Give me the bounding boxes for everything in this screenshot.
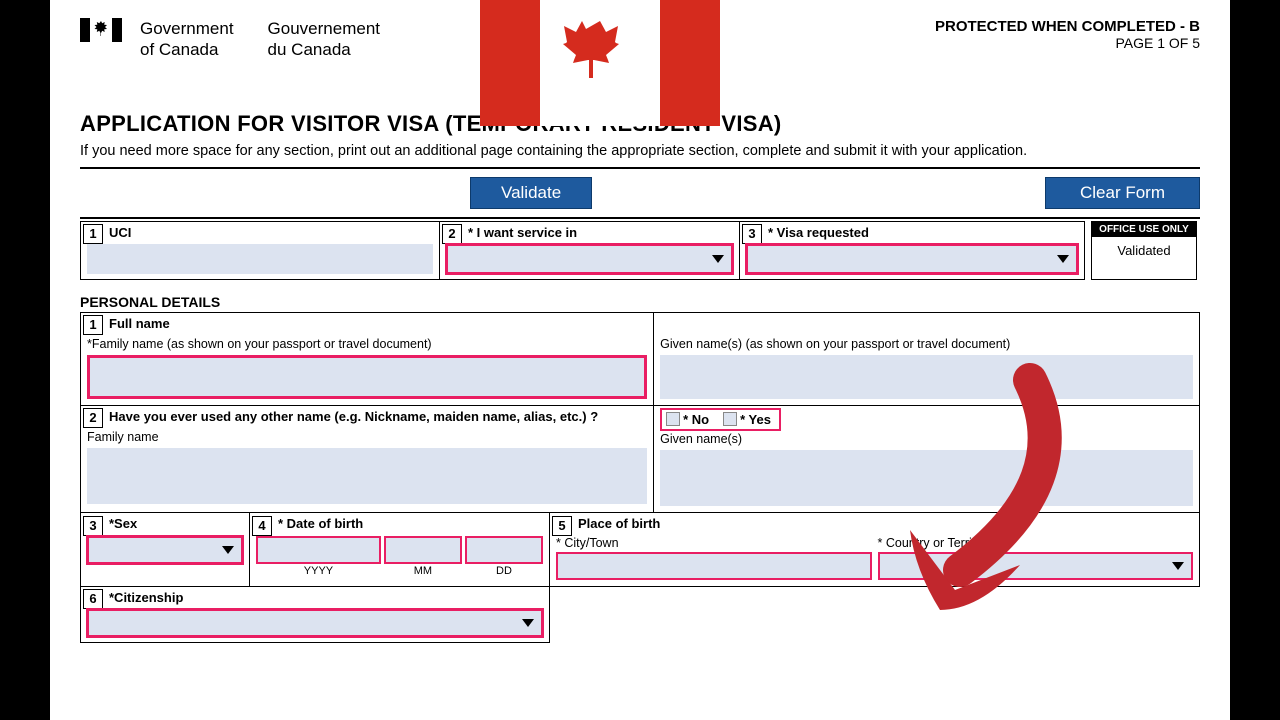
fullname-label: Full name bbox=[103, 313, 170, 334]
service-cell: 2 * I want service in bbox=[440, 221, 740, 280]
other-given-name-input[interactable] bbox=[660, 450, 1193, 506]
visa-cell: 3 * Visa requested bbox=[740, 221, 1085, 280]
pob-label: Place of birth bbox=[572, 513, 660, 534]
government-wordmark: Government of Canada Gouvernement du Can… bbox=[80, 18, 380, 61]
dob-day-input[interactable] bbox=[465, 536, 543, 564]
sex-label: *Sex bbox=[103, 513, 137, 534]
visa-dropdown[interactable] bbox=[746, 244, 1078, 274]
yyyy-label: YYYY bbox=[256, 565, 381, 577]
row-sex-dob-pob: 3 *Sex 4 * Date of birth YYYY MM bbox=[80, 513, 1200, 587]
family-name-input[interactable] bbox=[87, 355, 647, 399]
citizenship-cell: 6 *Citizenship bbox=[80, 587, 550, 643]
field-number: 4 bbox=[252, 516, 272, 536]
city-label: * City/Town bbox=[556, 536, 872, 550]
family-name-label: *Family name (as shown on your passport … bbox=[81, 335, 653, 353]
canada-flag-icon bbox=[80, 18, 122, 42]
dd-label: DD bbox=[465, 565, 543, 577]
given-name-label-2: Given name(s) bbox=[654, 430, 1199, 448]
gov-text-fr: Gouvernement du Canada bbox=[268, 18, 380, 61]
office-header: OFFICE USE ONLY bbox=[1092, 222, 1196, 237]
uci-input[interactable] bbox=[87, 244, 433, 274]
form-page: Government of Canada Gouvernement du Can… bbox=[50, 0, 1230, 720]
field-number: 2 bbox=[442, 224, 462, 244]
uci-label: UCI bbox=[103, 222, 131, 243]
mm-label: MM bbox=[384, 565, 462, 577]
other-name-question: Have you ever used any other name (e.g. … bbox=[103, 406, 598, 427]
sex-dropdown[interactable] bbox=[87, 536, 243, 564]
visa-label: * Visa requested bbox=[762, 222, 869, 243]
service-label: * I want service in bbox=[462, 222, 577, 243]
other-family-name-input[interactable] bbox=[87, 448, 647, 504]
country-label: * Country or Territory bbox=[878, 536, 1194, 550]
yes-radio[interactable] bbox=[723, 412, 737, 426]
dob-year-input[interactable] bbox=[256, 536, 381, 564]
country-dropdown[interactable] bbox=[878, 552, 1194, 580]
field-number: 6 bbox=[83, 589, 103, 609]
clear-form-button[interactable]: Clear Form bbox=[1045, 177, 1200, 209]
dob-label: * Date of birth bbox=[272, 513, 363, 534]
sex-cell: 3 *Sex bbox=[80, 513, 250, 587]
yes-no-radio-group: * No * Yes bbox=[660, 408, 781, 431]
dob-cell: 4 * Date of birth YYYY MM DD bbox=[250, 513, 550, 587]
no-radio[interactable] bbox=[666, 412, 680, 426]
service-dropdown[interactable] bbox=[446, 244, 733, 274]
city-input[interactable] bbox=[556, 552, 872, 580]
field-number: 1 bbox=[83, 315, 103, 335]
field-number: 5 bbox=[552, 516, 572, 536]
citizenship-label: *Citizenship bbox=[103, 587, 183, 608]
validate-button[interactable]: Validate bbox=[470, 177, 592, 209]
page-number: PAGE 1 OF 5 bbox=[935, 35, 1200, 51]
citizenship-dropdown[interactable] bbox=[87, 609, 543, 637]
gov-text-en: Government of Canada bbox=[140, 18, 234, 61]
dob-month-input[interactable] bbox=[384, 536, 462, 564]
yes-label: * Yes bbox=[740, 412, 771, 427]
given-name-label: Given name(s) (as shown on your passport… bbox=[654, 335, 1199, 353]
given-name-input[interactable] bbox=[660, 355, 1193, 399]
form-subtitle: If you need more space for any section, … bbox=[80, 143, 1200, 159]
canada-flag-large bbox=[480, 0, 720, 126]
field-number: 1 bbox=[83, 224, 103, 244]
personal-details-heading: PERSONAL DETAILS bbox=[80, 294, 1200, 310]
personal-details-box: 1 Full name *Family name (as shown on yo… bbox=[80, 312, 1200, 513]
uci-cell: 1 UCI bbox=[80, 221, 440, 280]
field-number: 3 bbox=[742, 224, 762, 244]
office-use-box: OFFICE USE ONLY Validated bbox=[1091, 221, 1197, 280]
protected-block: PROTECTED WHEN COMPLETED - B PAGE 1 OF 5 bbox=[935, 18, 1200, 51]
office-value: Validated bbox=[1092, 237, 1196, 266]
family-name-label-2: Family name bbox=[81, 428, 653, 446]
protected-label: PROTECTED WHEN COMPLETED - B bbox=[935, 18, 1200, 35]
row-citizenship: 6 *Citizenship bbox=[80, 587, 1200, 643]
top-field-row: 1 UCI 2 * I want service in 3 * Visa req… bbox=[80, 221, 1200, 280]
pob-cell: 5 Place of birth * City/Town * Country o… bbox=[550, 513, 1200, 587]
button-row: Validate Clear Form bbox=[80, 177, 1200, 209]
field-number: 2 bbox=[83, 408, 103, 428]
field-number: 3 bbox=[83, 516, 103, 536]
no-label: * No bbox=[683, 412, 709, 427]
